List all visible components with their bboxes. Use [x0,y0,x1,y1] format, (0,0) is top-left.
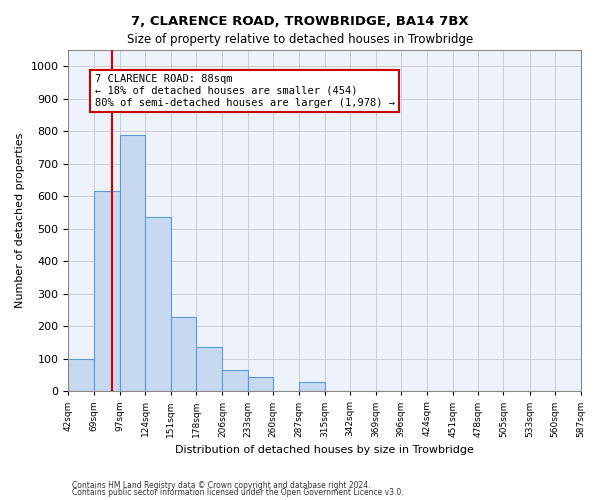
Text: 7, CLARENCE ROAD, TROWBRIDGE, BA14 7BX: 7, CLARENCE ROAD, TROWBRIDGE, BA14 7BX [131,15,469,28]
Bar [68,359,94,392]
Text: 7 CLARENCE ROAD: 88sqm
← 18% of detached houses are smaller (454)
80% of semi-de: 7 CLARENCE ROAD: 88sqm ← 18% of detached… [95,74,395,108]
Bar [171,316,196,392]
Bar [94,192,120,392]
Bar [248,376,273,392]
Text: Contains public sector information licensed under the Open Government Licence v3: Contains public sector information licen… [72,488,404,497]
Bar [145,218,171,392]
Bar [299,382,325,392]
Bar [223,370,248,392]
X-axis label: Distribution of detached houses by size in Trowbridge: Distribution of detached houses by size … [175,445,474,455]
Bar [196,348,223,392]
Text: Size of property relative to detached houses in Trowbridge: Size of property relative to detached ho… [127,32,473,46]
Bar [120,134,145,392]
Y-axis label: Number of detached properties: Number of detached properties [15,133,25,308]
Text: Contains HM Land Registry data © Crown copyright and database right 2024.: Contains HM Land Registry data © Crown c… [72,480,371,490]
